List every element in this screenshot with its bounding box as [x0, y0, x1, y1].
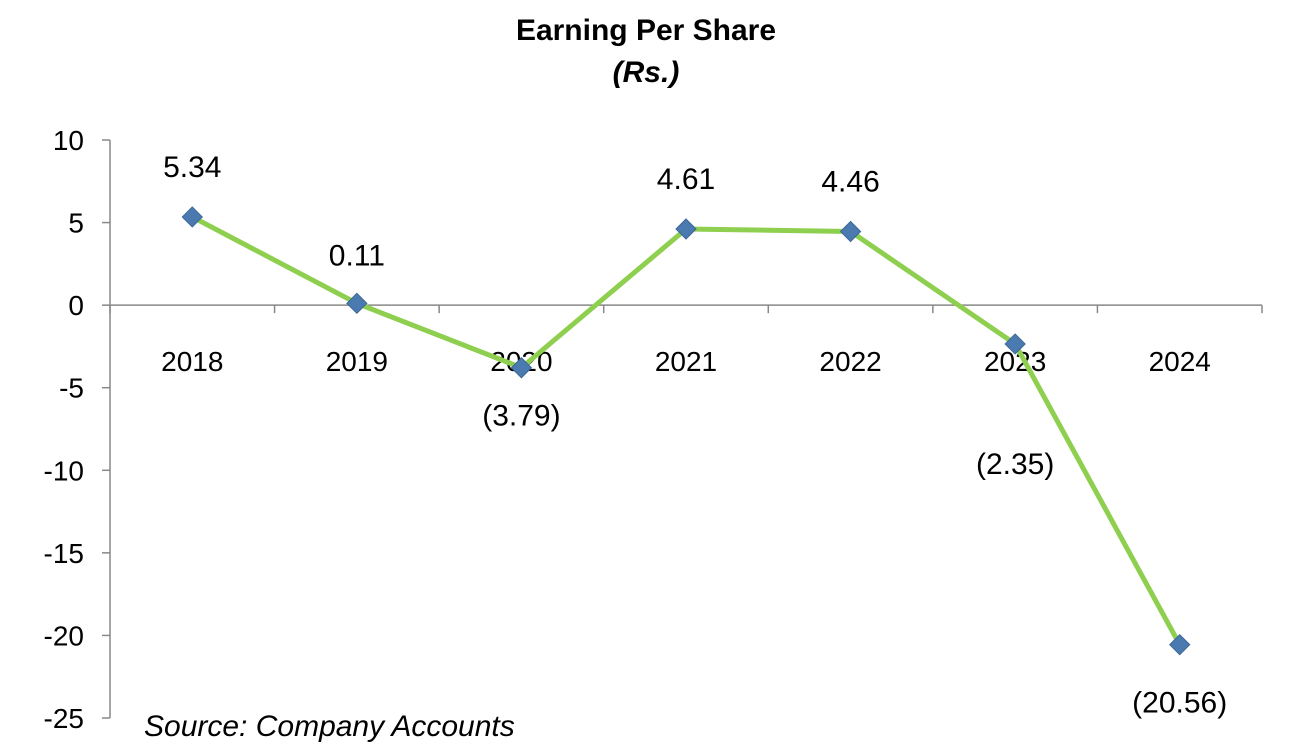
data-label: 4.61	[657, 163, 715, 196]
data-point-marker	[510, 357, 533, 379]
data-label: 4.46	[821, 165, 879, 198]
y-tick-label: 10	[53, 125, 84, 156]
chart-title: Earning Per Share	[515, 14, 777, 47]
y-tick-label: -5	[59, 373, 84, 404]
data-label: (2.35)	[976, 448, 1054, 481]
data-label: (20.56)	[1132, 687, 1227, 720]
data-label: 5.34	[163, 151, 221, 184]
y-tick-label: -15	[44, 538, 84, 569]
y-tick-label: -20	[44, 620, 84, 651]
y-tick-label: 5	[68, 208, 84, 239]
data-point-marker	[181, 206, 203, 228]
data-point-marker	[1169, 633, 1191, 656]
x-tick-label: 2024	[1149, 346, 1211, 377]
x-tick-label: 2022	[819, 346, 881, 377]
y-tick-label: -10	[44, 455, 84, 486]
y-tick-label: -25	[44, 703, 84, 734]
x-tick-label: 2019	[326, 346, 388, 377]
data-point-marker	[675, 218, 697, 240]
x-tick-label: 2021	[655, 346, 717, 377]
data-label: 0.11	[329, 239, 385, 272]
chart-subtitle: (Rs.)	[612, 56, 680, 89]
data-label: (3.79)	[482, 400, 560, 433]
y-tick-label: 0	[68, 290, 84, 321]
source-note: Source: Company Accounts	[144, 710, 515, 743]
series-line	[191, 214, 1182, 646]
data-point-marker	[839, 220, 862, 243]
data-point-marker	[1004, 333, 1026, 355]
x-tick-label: 2018	[161, 346, 223, 377]
data-point-marker	[346, 292, 368, 315]
